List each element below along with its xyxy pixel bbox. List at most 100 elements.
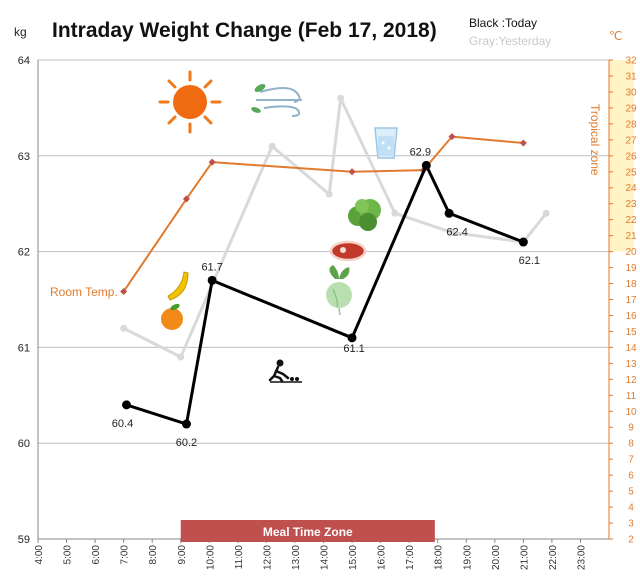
gridlines bbox=[37, 59, 610, 540]
lettuce-icon bbox=[348, 199, 381, 231]
x-tick-label: 18:00 bbox=[434, 545, 445, 570]
y2-tick-label: 25 bbox=[625, 167, 637, 178]
meal-time-zone-bar bbox=[180, 520, 435, 542]
y2-tick-label: 6 bbox=[628, 471, 634, 482]
y-tick-label: 62 bbox=[18, 247, 30, 259]
y2-tick-label: 2 bbox=[628, 535, 634, 546]
sun-icon bbox=[158, 70, 222, 134]
legend-today: Black :Today bbox=[469, 16, 537, 30]
temperature-point bbox=[208, 158, 216, 166]
temperature-point bbox=[448, 133, 456, 141]
x-tick-label: 17:00 bbox=[405, 545, 416, 570]
temperature-line bbox=[122, 135, 524, 293]
y-tick-label: 63 bbox=[18, 151, 30, 163]
x-tick-label: 21:00 bbox=[519, 545, 530, 570]
temperature-point bbox=[120, 287, 128, 296]
x-tick-label: 4:00 bbox=[34, 545, 45, 565]
x-tick-label: 9:00 bbox=[177, 545, 188, 565]
x-axis-ticks: 4:00 5:00 6:00 7:00 8:00 9:00 10:00 11:00 12:00 1… bbox=[34, 539, 587, 570]
yesterday-point bbox=[268, 142, 276, 150]
y2-tick-label: 31 bbox=[625, 71, 637, 82]
water-glass-icon bbox=[374, 127, 398, 159]
legend-yesterday: Gray:Yesterday bbox=[469, 34, 551, 48]
data-label: 60.4 bbox=[112, 418, 133, 430]
meal-time-zone-label: Meal Time Zone bbox=[263, 525, 353, 539]
x-tick-label: 16:00 bbox=[377, 545, 388, 570]
gardening-person-icon bbox=[268, 359, 302, 383]
yesterday-point bbox=[448, 228, 456, 236]
data-label: 62.1 bbox=[519, 255, 540, 267]
y2-tick-label: 16 bbox=[625, 311, 637, 322]
y2-tick-label: 12 bbox=[625, 375, 637, 386]
turnip-icon bbox=[326, 265, 352, 316]
x-tick-label: 5:00 bbox=[63, 545, 74, 565]
y-tick-label: 59 bbox=[18, 534, 30, 546]
x-tick-label: 8:00 bbox=[148, 545, 159, 565]
y2-tick-label: 14 bbox=[625, 343, 637, 354]
temperature-point bbox=[182, 195, 190, 203]
y2-tick-label: 4 bbox=[628, 503, 634, 514]
series-temperature bbox=[120, 133, 527, 296]
y2-axis-unit: ℃ bbox=[609, 29, 622, 43]
x-tick-label: 20:00 bbox=[491, 545, 502, 570]
today-point bbox=[181, 419, 191, 429]
banana-icon bbox=[167, 271, 189, 301]
yesterday-point bbox=[325, 190, 333, 198]
y2-tick-label: 17 bbox=[625, 295, 637, 306]
x-tick-label: 13:00 bbox=[291, 545, 302, 570]
x-tick-label: 12:00 bbox=[262, 545, 273, 570]
meat-icon bbox=[329, 240, 367, 262]
chart-title: Intraday Weight Change (Feb 17, 2018) bbox=[52, 19, 437, 42]
y2-tick-label: 15 bbox=[625, 327, 637, 338]
y2-tick-label: 18 bbox=[625, 279, 637, 290]
y2-tick-label: 19 bbox=[625, 263, 637, 274]
y2-tick-label: 26 bbox=[625, 151, 637, 162]
today-point bbox=[421, 160, 431, 170]
y2-tick-label: 13 bbox=[625, 359, 637, 370]
y2-tick-label: 22 bbox=[625, 215, 637, 226]
yesterday-point bbox=[177, 353, 185, 361]
y2-tick-label: 7 bbox=[628, 455, 634, 466]
tropical-zone-band bbox=[609, 60, 634, 252]
x-tick-label: 23:00 bbox=[576, 545, 587, 570]
data-label: 60.2 bbox=[176, 437, 197, 449]
data-label: 62.4 bbox=[446, 226, 467, 238]
data-label: 61.7 bbox=[201, 261, 222, 273]
y2-tick-label: 24 bbox=[625, 183, 637, 194]
today-point bbox=[347, 333, 357, 343]
x-tick-label: 11:00 bbox=[234, 545, 245, 570]
wind-icon bbox=[251, 84, 302, 117]
data-labels: 60.4 60.2 61.7 61.1 62.9 62.4 62.1 bbox=[112, 146, 540, 449]
y2-tick-label: 10 bbox=[625, 407, 637, 418]
today-point bbox=[444, 208, 454, 218]
y2-tick-label: 20 bbox=[625, 247, 637, 258]
y-tick-label: 64 bbox=[18, 55, 30, 67]
tropical-zone-label: Tropical zone bbox=[588, 104, 602, 176]
room-temp-label: Room Temp. bbox=[50, 285, 118, 299]
y2-tick-label: 32 bbox=[625, 56, 637, 67]
y2-tick-label: 30 bbox=[625, 87, 637, 98]
data-label: 61.1 bbox=[343, 343, 364, 355]
today-point bbox=[122, 400, 132, 410]
y2-tick-label: 27 bbox=[625, 135, 637, 146]
today-point bbox=[518, 237, 528, 247]
temperature-point bbox=[348, 168, 356, 176]
y2-axis-ticks: 2345678910111213141516171819202122232425… bbox=[609, 56, 637, 546]
y2-tick-label: 23 bbox=[625, 199, 637, 210]
x-tick-label: 7:00 bbox=[120, 545, 131, 565]
y2-tick-label: 9 bbox=[628, 423, 634, 434]
y2-tick-label: 28 bbox=[625, 119, 637, 130]
data-label: 62.9 bbox=[410, 146, 431, 158]
y2-tick-label: 11 bbox=[626, 391, 637, 402]
yesterday-point bbox=[120, 324, 128, 332]
y-axis-unit: kg bbox=[14, 25, 27, 39]
yesterday-point bbox=[542, 209, 550, 217]
y-tick-label: 60 bbox=[18, 438, 30, 450]
yesterday-point bbox=[337, 94, 345, 102]
x-tick-label: 6:00 bbox=[91, 545, 102, 565]
x-tick-label: 19:00 bbox=[462, 545, 473, 570]
y2-tick-label: 29 bbox=[625, 103, 637, 114]
y2-tick-label: 5 bbox=[628, 487, 634, 498]
temperature-point bbox=[519, 139, 527, 147]
